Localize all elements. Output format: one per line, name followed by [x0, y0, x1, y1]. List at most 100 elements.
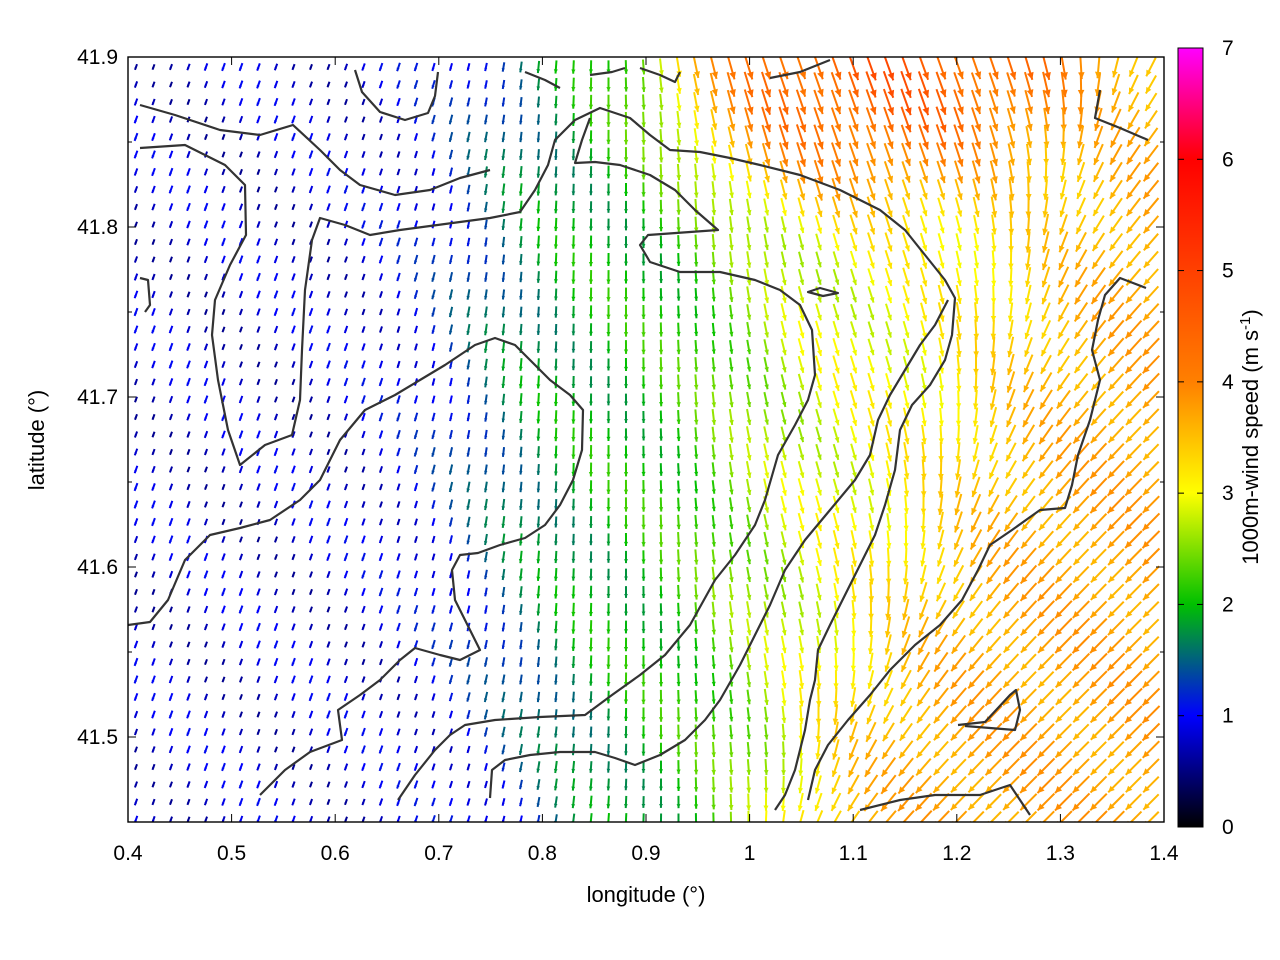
wind-arrow	[396, 290, 401, 299]
wind-arrow	[624, 182, 629, 197]
wind-arrow	[885, 321, 892, 338]
wind-arrow	[815, 461, 822, 478]
wind-arrow	[274, 536, 278, 543]
wind-arrow	[919, 215, 928, 234]
wind-arrow	[985, 775, 1002, 794]
wind-arrow	[798, 251, 805, 268]
wind-arrow	[326, 517, 331, 527]
wind-arrow	[466, 674, 471, 685]
wind-arrow	[133, 273, 139, 281]
wind-arrow	[813, 89, 824, 115]
wind-arrow	[867, 232, 875, 252]
wind-arrow	[256, 763, 261, 771]
wind-arrow	[571, 655, 576, 669]
wind-arrow	[1077, 125, 1085, 149]
wind-arrow	[519, 79, 523, 90]
wind-arrow	[916, 669, 931, 690]
wind-arrow	[273, 80, 279, 89]
wind-arrow	[850, 303, 857, 321]
wind-arrow	[1019, 705, 1038, 724]
wind-arrow	[343, 238, 349, 246]
wind-arrow	[203, 343, 209, 351]
wind-arrow	[1072, 495, 1090, 514]
wind-arrow	[518, 410, 523, 424]
wind-arrow	[1143, 144, 1159, 165]
wind-arrow	[484, 551, 488, 563]
wind-arrow	[308, 517, 314, 527]
wind-arrow	[728, 514, 734, 530]
wind-arrow	[933, 687, 949, 707]
wind-arrow	[431, 271, 436, 283]
wind-arrow	[971, 107, 982, 132]
wind-arrow	[378, 535, 384, 544]
wind-arrow	[133, 185, 139, 194]
wind-arrow	[711, 601, 717, 618]
wind-arrow	[659, 305, 664, 319]
wind-arrow	[151, 431, 156, 438]
wind-arrow	[606, 428, 611, 441]
wind-arrow	[623, 147, 629, 162]
wind-arrow	[951, 617, 966, 637]
wind-arrow	[728, 216, 734, 233]
wind-arrow	[186, 693, 191, 701]
wind-arrow	[1023, 354, 1034, 375]
wind-arrow	[1058, 248, 1069, 271]
wind-arrow	[466, 359, 471, 370]
wind-arrow	[693, 777, 699, 792]
wind-arrow	[1037, 723, 1055, 741]
wind-arrow	[781, 741, 787, 758]
wind-arrow	[221, 553, 226, 561]
wind-arrow	[1077, 89, 1085, 115]
wind-arrow	[984, 722, 1003, 742]
wind-arrow	[797, 285, 805, 304]
wind-arrow	[1025, 231, 1031, 253]
wind-arrow	[256, 780, 261, 789]
wind-arrow	[553, 235, 558, 249]
wind-arrow	[256, 536, 261, 543]
wind-arrow	[396, 185, 401, 194]
wind-arrow	[798, 652, 805, 672]
wind-arrow	[466, 254, 471, 265]
wind-arrow	[711, 408, 717, 426]
wind-arrow	[238, 133, 244, 141]
wind-arrow	[343, 692, 349, 702]
wind-arrow	[1125, 197, 1142, 217]
wind-arrow	[847, 774, 860, 795]
wind-arrow	[186, 256, 191, 263]
wind-arrow	[986, 546, 1001, 568]
wind-arrow	[1089, 442, 1108, 462]
wind-arrow	[501, 97, 506, 107]
wind-arrow	[728, 566, 734, 583]
wind-arrow	[589, 183, 593, 196]
wind-arrow	[641, 305, 646, 319]
colorbar-tick-label: 5	[1222, 260, 1234, 283]
wind-arrow	[1002, 705, 1020, 724]
wind-arrow	[815, 268, 822, 286]
wind-arrow	[571, 341, 576, 353]
wind-arrow	[897, 774, 915, 795]
wind-arrow	[186, 727, 191, 737]
wind-arrow	[1108, 267, 1124, 287]
wind-arrow	[1141, 547, 1161, 567]
wind-arrow	[588, 427, 594, 442]
wind-arrow	[308, 150, 314, 159]
wind-arrow	[133, 132, 139, 142]
wind-arrow	[536, 639, 541, 650]
wind-arrow	[554, 691, 558, 703]
wind-arrow	[483, 148, 488, 161]
contour-line	[859, 783, 1031, 816]
wind-arrow	[901, 142, 911, 167]
wind-arrow	[693, 391, 699, 408]
wind-arrow	[326, 727, 331, 737]
wind-arrow	[884, 652, 893, 672]
wind-arrow	[431, 464, 436, 475]
wind-arrow	[866, 196, 876, 218]
wind-arrow	[938, 424, 944, 445]
wind-arrow	[985, 793, 1002, 811]
wind-arrow	[764, 741, 769, 758]
wind-arrow	[950, 687, 967, 707]
wind-arrow	[867, 669, 875, 690]
x-tick-label: 0.9	[631, 842, 660, 865]
wind-arrow	[256, 465, 261, 474]
wind-arrow	[589, 533, 593, 546]
